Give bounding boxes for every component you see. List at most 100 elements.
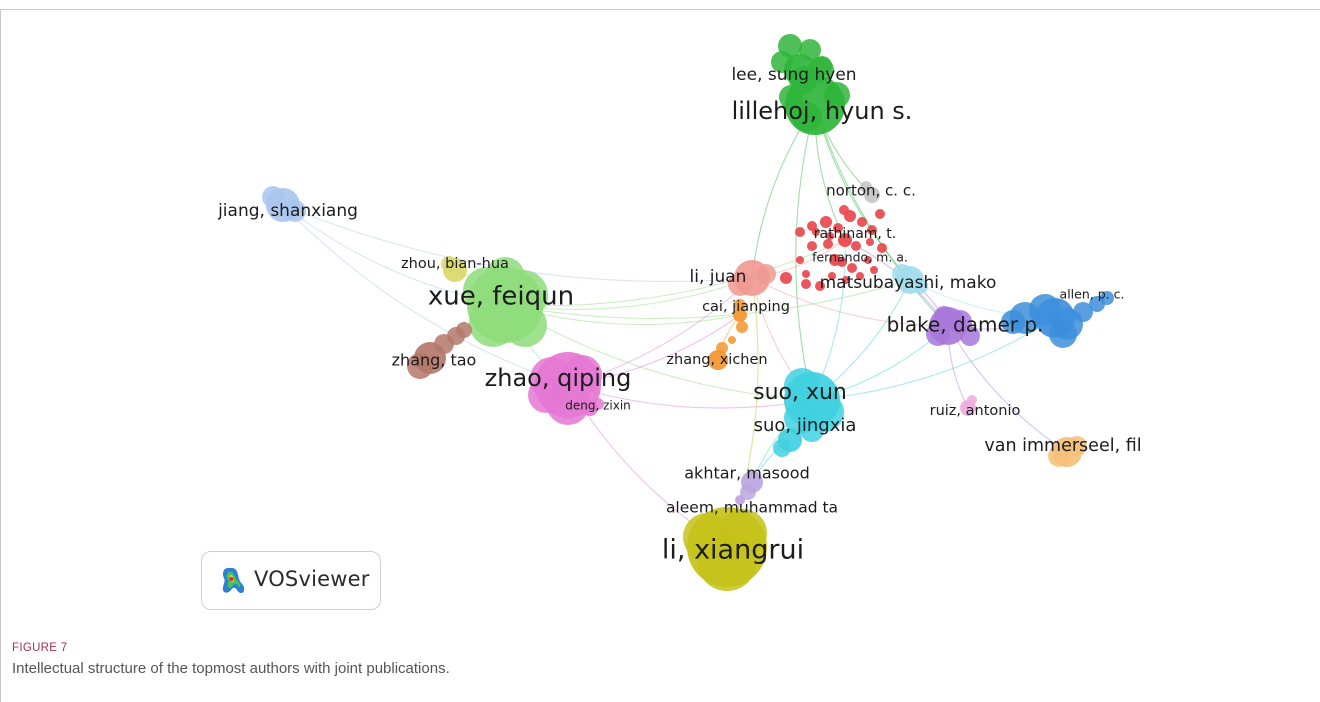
node-bubble — [687, 507, 767, 587]
node-bubble — [960, 400, 976, 416]
node-bubble — [735, 495, 745, 505]
red-cluster-node — [807, 241, 817, 251]
node-allen[interactable] — [1001, 291, 1114, 348]
node-label-ruiz: ruiz, antonio — [930, 403, 1021, 419]
node-bubble — [896, 266, 924, 294]
node-label-lixr: li, xiangrui — [662, 535, 804, 566]
frame-border-left — [0, 9, 1, 702]
red-cluster-node — [833, 223, 843, 233]
node-bubble-part — [778, 34, 802, 58]
node-bubble — [535, 352, 601, 418]
node-label-suoxun: suo, xun — [753, 380, 847, 405]
node-bubble-part — [456, 322, 472, 338]
network-link-jiang-zhao — [282, 204, 569, 386]
red-cluster-node — [820, 216, 832, 228]
node-bubble — [1052, 437, 1082, 467]
vosviewer-logo-icon — [222, 568, 245, 593]
network-link-lillehoj-blake — [814, 104, 949, 327]
node-suojx[interactable] — [773, 428, 802, 457]
node-jiang[interactable] — [262, 186, 306, 222]
figure-caption: Intellectual structure of the topmost au… — [12, 660, 450, 677]
node-label-norton: norton, c. c. — [826, 182, 916, 200]
red-cluster-node — [877, 243, 887, 253]
node-label-zhangtao: zhang, tao — [392, 351, 477, 370]
node-label-zhangxc: zhang, xichen — [666, 352, 767, 368]
node-bubble — [734, 260, 770, 296]
red-cluster-node — [795, 227, 805, 237]
node-bubble — [838, 233, 852, 247]
red-cluster-node — [864, 256, 872, 264]
node-deng[interactable] — [582, 398, 604, 416]
node-label-blake: blake, damer p. — [887, 313, 1044, 337]
red-cluster-node — [812, 228, 820, 236]
node-label-cai: cai, jianping — [702, 299, 790, 315]
red-cluster-node — [870, 266, 878, 274]
node-bubble — [741, 471, 763, 493]
red-cluster-node — [851, 241, 861, 251]
node-bubble-part — [736, 321, 748, 333]
node-label-zhao: zhao, qiping — [485, 364, 632, 392]
node-aleem[interactable] — [735, 495, 745, 505]
node-label-fernando: fernando, m. a. — [812, 250, 908, 265]
node-zhangtao[interactable] — [407, 322, 472, 379]
red-cluster-node — [842, 276, 850, 284]
node-bubble — [784, 54, 816, 86]
network-link-xue-matsubayashi — [504, 279, 911, 319]
red-cluster-node — [867, 225, 877, 235]
node-bubble-part — [734, 299, 746, 311]
node-bubble — [733, 308, 747, 322]
red-cluster-node — [856, 272, 864, 280]
figure-number: FIGURE 7 — [12, 642, 68, 654]
node-bubble-part — [812, 56, 832, 76]
node-blake[interactable] — [926, 306, 980, 346]
node-norton[interactable] — [860, 181, 880, 203]
node-bubble — [778, 428, 802, 452]
node-lee[interactable] — [771, 34, 832, 86]
node-vanimm[interactable] — [1048, 436, 1087, 467]
vosviewer-logo-text: VOSviewer — [254, 567, 370, 591]
node-label-rathinam: rathinam, t. — [814, 226, 897, 242]
node-zhangxc[interactable] — [708, 336, 736, 370]
node-bubble — [785, 75, 845, 135]
node-xue[interactable] — [463, 257, 548, 347]
red-cluster-node — [796, 256, 804, 264]
node-bubble — [266, 188, 300, 222]
frame-border-top — [0, 9, 1320, 10]
red-cluster-node — [826, 232, 834, 240]
node-akhtar[interactable] — [740, 471, 763, 500]
node-bubble — [1035, 298, 1075, 338]
node-bubble — [708, 350, 728, 370]
network-nodes — [262, 34, 1114, 591]
node-fernando[interactable] — [829, 254, 841, 266]
node-lijuan[interactable] — [728, 260, 776, 296]
red-cluster-node — [866, 238, 874, 246]
node-bubble — [414, 342, 446, 374]
node-bubble — [443, 258, 467, 282]
node-label-lee: lee, sung hyen — [731, 65, 856, 85]
node-lixr[interactable] — [683, 507, 767, 591]
node-zhoubh[interactable] — [441, 256, 467, 282]
network-labels: lillehoj, hyun s. lee, sung hyen norton, c… — [217, 65, 1142, 566]
node-bubble — [582, 400, 598, 416]
network-link-suoxun-allen — [811, 317, 1056, 401]
node-ruiz[interactable] — [960, 395, 977, 416]
node-label-vanimm: van immerseel, fil — [984, 436, 1141, 456]
red-cluster-node — [847, 263, 857, 273]
node-bubble-part — [1100, 291, 1114, 305]
node-matsubayashi[interactable] — [892, 264, 928, 294]
node-bubble-part — [1001, 310, 1025, 334]
network-link-blake-vanimm — [947, 325, 1068, 453]
node-label-xue: xue, feiqun — [428, 282, 574, 312]
node-suoxun[interactable] — [784, 368, 844, 442]
node-rathinam[interactable] — [838, 233, 852, 247]
node-label-zhoubh: zhou, bian-hua — [401, 256, 509, 272]
node-bubble-part — [1073, 302, 1093, 322]
red-cluster-node — [823, 239, 833, 249]
node-bubble — [929, 307, 967, 345]
coauthorship-network: lillehoj, hyun s. lee, sung hyen norton, c… — [217, 34, 1142, 591]
node-cai[interactable] — [733, 299, 748, 333]
node-zhao[interactable] — [528, 352, 602, 425]
red-cluster-node — [828, 272, 836, 280]
node-label-lijuan: li, juan — [690, 267, 747, 287]
